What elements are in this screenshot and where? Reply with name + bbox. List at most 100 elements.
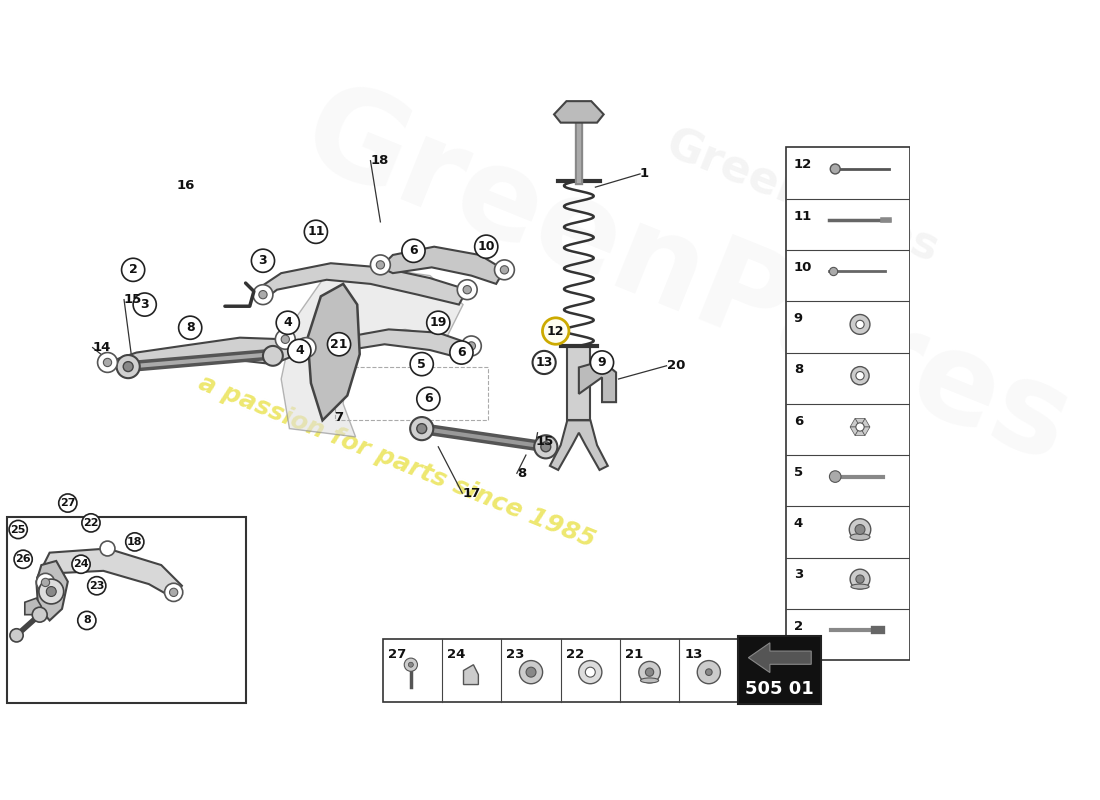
Circle shape (258, 290, 267, 298)
Circle shape (305, 220, 328, 243)
Bar (812, 513, 903, 551)
Circle shape (36, 574, 55, 591)
Circle shape (500, 266, 508, 274)
Circle shape (830, 164, 840, 174)
Text: 3: 3 (794, 569, 803, 582)
Polygon shape (37, 549, 182, 598)
Text: 3: 3 (141, 298, 149, 311)
Circle shape (408, 662, 414, 667)
Circle shape (461, 336, 482, 356)
Bar (812, 462, 903, 500)
Circle shape (697, 661, 720, 684)
Circle shape (463, 286, 472, 294)
Text: 10: 10 (794, 261, 812, 274)
Polygon shape (855, 427, 865, 435)
Circle shape (98, 353, 118, 372)
Text: 5: 5 (794, 466, 803, 479)
Bar (812, 410, 903, 449)
Text: 3: 3 (258, 254, 267, 267)
Text: 7: 7 (334, 411, 343, 424)
Polygon shape (579, 361, 616, 402)
Text: 5: 5 (417, 358, 426, 370)
Text: 13: 13 (536, 356, 553, 369)
Bar (812, 257, 903, 294)
Circle shape (125, 533, 144, 551)
Text: GreenPares: GreenPares (285, 71, 1088, 489)
Circle shape (123, 362, 133, 371)
Circle shape (42, 578, 50, 586)
Text: 19: 19 (430, 316, 447, 330)
Circle shape (856, 371, 865, 380)
Bar (785, 147, 910, 660)
Text: 23: 23 (506, 648, 525, 661)
Circle shape (417, 387, 440, 410)
Text: 505 01: 505 01 (746, 680, 814, 698)
Text: 13: 13 (684, 648, 703, 661)
Text: 18: 18 (126, 537, 143, 547)
Text: 15: 15 (536, 435, 554, 448)
Circle shape (46, 586, 56, 597)
Text: 4: 4 (794, 518, 803, 530)
Bar (383, 639, 738, 702)
Bar (812, 154, 903, 192)
Circle shape (450, 341, 473, 364)
Polygon shape (850, 427, 860, 435)
Circle shape (117, 355, 140, 378)
Circle shape (282, 335, 289, 343)
Circle shape (591, 351, 614, 374)
Ellipse shape (640, 678, 659, 683)
Circle shape (376, 261, 385, 269)
Text: 6: 6 (794, 414, 803, 428)
Circle shape (72, 555, 90, 574)
Polygon shape (855, 418, 865, 427)
Text: 26: 26 (15, 554, 31, 564)
Circle shape (541, 442, 551, 452)
Text: 8: 8 (794, 363, 803, 377)
Circle shape (371, 255, 390, 275)
Circle shape (475, 235, 498, 258)
Text: 21: 21 (625, 648, 644, 661)
Text: 4: 4 (284, 316, 293, 330)
Polygon shape (308, 284, 360, 420)
Circle shape (468, 342, 475, 350)
Circle shape (532, 351, 556, 374)
Bar (7, 517, 246, 703)
Text: 27: 27 (388, 648, 406, 661)
Circle shape (850, 569, 870, 589)
Circle shape (133, 293, 156, 316)
Circle shape (88, 577, 106, 595)
Polygon shape (381, 246, 505, 284)
Circle shape (100, 541, 114, 556)
Polygon shape (108, 338, 298, 369)
Circle shape (58, 494, 77, 512)
Polygon shape (36, 561, 68, 621)
Text: 9: 9 (597, 356, 606, 369)
Circle shape (829, 267, 838, 276)
Circle shape (39, 579, 64, 604)
Bar (812, 206, 903, 243)
Text: 10: 10 (477, 240, 495, 253)
Polygon shape (554, 101, 604, 122)
Circle shape (585, 667, 595, 677)
Circle shape (404, 658, 418, 671)
Circle shape (427, 311, 450, 334)
Text: 23: 23 (89, 581, 104, 590)
Polygon shape (306, 330, 472, 358)
Circle shape (14, 550, 32, 568)
Circle shape (458, 280, 477, 300)
Polygon shape (550, 420, 608, 470)
Circle shape (579, 661, 602, 684)
Text: 8: 8 (82, 615, 90, 626)
Bar (812, 308, 903, 346)
Text: 16: 16 (177, 179, 196, 192)
Bar (812, 359, 903, 397)
Bar (568, 346, 591, 420)
Circle shape (402, 239, 425, 262)
Text: 22: 22 (565, 648, 584, 661)
Text: 6: 6 (409, 244, 418, 258)
Text: 22: 22 (84, 518, 99, 528)
Circle shape (9, 521, 28, 538)
Circle shape (542, 318, 569, 344)
Circle shape (417, 424, 427, 434)
Ellipse shape (851, 584, 869, 589)
